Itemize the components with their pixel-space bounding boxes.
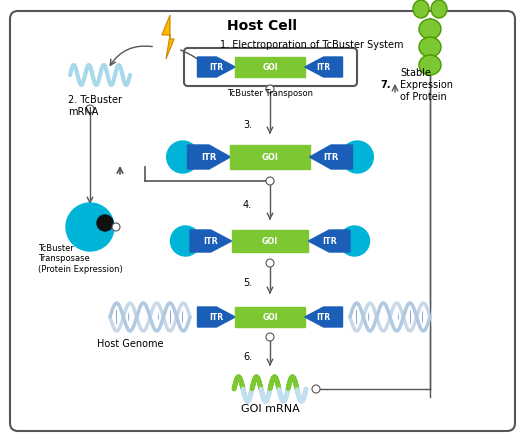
Text: 3.: 3. bbox=[243, 120, 252, 130]
FancyArrow shape bbox=[305, 307, 342, 327]
Bar bbox=[232, 230, 308, 252]
Ellipse shape bbox=[431, 0, 447, 18]
Ellipse shape bbox=[419, 55, 441, 75]
Circle shape bbox=[266, 259, 274, 267]
FancyArrow shape bbox=[308, 230, 350, 252]
Circle shape bbox=[340, 226, 370, 256]
Text: ITR: ITR bbox=[209, 62, 224, 72]
Text: GOI: GOI bbox=[261, 153, 278, 162]
Text: Host Cell: Host Cell bbox=[227, 19, 297, 33]
Bar bbox=[235, 307, 305, 327]
Text: ITR: ITR bbox=[203, 236, 218, 246]
Circle shape bbox=[171, 226, 201, 256]
Ellipse shape bbox=[419, 19, 441, 39]
Text: ITR: ITR bbox=[201, 153, 217, 162]
FancyArrow shape bbox=[187, 145, 230, 169]
Text: ITR: ITR bbox=[209, 312, 224, 322]
Ellipse shape bbox=[413, 0, 429, 18]
Text: ITR: ITR bbox=[323, 153, 339, 162]
Circle shape bbox=[97, 215, 113, 231]
Bar bbox=[235, 57, 305, 77]
FancyArrow shape bbox=[197, 307, 235, 327]
Circle shape bbox=[112, 223, 120, 231]
FancyArrow shape bbox=[305, 57, 342, 77]
Circle shape bbox=[66, 203, 114, 251]
Text: Stable
Expression
of Protein: Stable Expression of Protein bbox=[400, 69, 453, 101]
Text: TcBuster Transposon: TcBuster Transposon bbox=[227, 89, 313, 98]
Text: 1. Electroporation of TcBuster System: 1. Electroporation of TcBuster System bbox=[220, 40, 404, 50]
Text: 6.: 6. bbox=[243, 352, 252, 362]
FancyArrow shape bbox=[310, 145, 352, 169]
Ellipse shape bbox=[419, 37, 441, 57]
Text: TcBuster
Transposase
(Protein Expression): TcBuster Transposase (Protein Expression… bbox=[38, 244, 123, 274]
Text: GOI: GOI bbox=[262, 62, 278, 72]
Text: 4.: 4. bbox=[243, 200, 252, 210]
Text: ITR: ITR bbox=[317, 312, 331, 322]
Circle shape bbox=[266, 177, 274, 185]
Text: ITR: ITR bbox=[317, 62, 331, 72]
FancyArrow shape bbox=[197, 57, 235, 77]
FancyArrow shape bbox=[190, 230, 232, 252]
Bar bbox=[230, 145, 310, 169]
Text: GOI: GOI bbox=[262, 312, 278, 322]
Text: GOI mRNA: GOI mRNA bbox=[240, 404, 299, 414]
Circle shape bbox=[167, 141, 198, 173]
Circle shape bbox=[312, 385, 320, 393]
Circle shape bbox=[266, 85, 274, 93]
FancyBboxPatch shape bbox=[10, 11, 515, 431]
Polygon shape bbox=[162, 15, 174, 59]
Text: ITR: ITR bbox=[322, 236, 337, 246]
Circle shape bbox=[341, 141, 373, 173]
Text: Host Genome: Host Genome bbox=[97, 339, 163, 349]
Text: 7.: 7. bbox=[380, 80, 391, 90]
Text: 2. TcBuster
mRNA: 2. TcBuster mRNA bbox=[68, 95, 122, 117]
Text: 5.: 5. bbox=[243, 278, 252, 288]
Circle shape bbox=[266, 333, 274, 341]
Circle shape bbox=[86, 105, 94, 113]
Text: GOI: GOI bbox=[262, 236, 278, 246]
